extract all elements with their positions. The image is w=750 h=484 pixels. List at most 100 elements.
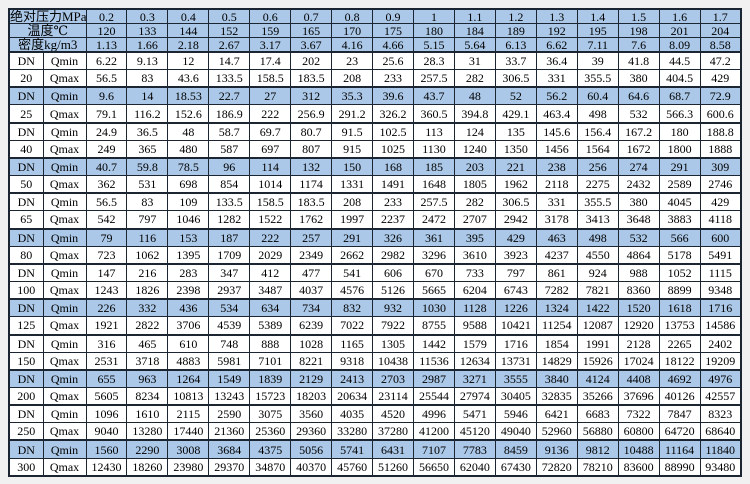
qmin-value: 24.9 <box>85 121 128 141</box>
qmax-value: 2746 <box>699 175 742 194</box>
qmax-value: 1456 <box>535 139 578 159</box>
qmax-value: 183.5 <box>290 69 333 88</box>
qmax-value: 5491 <box>699 245 742 265</box>
qmax-value: 1800 <box>658 139 701 159</box>
qmax-value: 9318 <box>331 351 374 371</box>
dn-size: 50 <box>8 175 44 194</box>
qmax-value: 249 <box>85 139 128 159</box>
qmax-value: 60800 <box>617 422 660 441</box>
qmax-value: 17440 <box>167 422 210 441</box>
qmin-value: 203 <box>453 156 496 177</box>
qmin-value: 7783 <box>453 439 496 459</box>
qmin-value: 3560 <box>290 404 333 424</box>
qmax-label: Qmax <box>42 386 87 406</box>
qmin-value: 861 <box>535 262 578 283</box>
pressure-value: 0.4 <box>167 8 210 24</box>
qmax-value: 11254 <box>535 316 578 335</box>
qmax-label: Qmax <box>42 245 87 265</box>
qmin-value: 463 <box>535 227 578 247</box>
qmax-value: 7282 <box>535 281 578 300</box>
qmin-value: 256 <box>576 156 619 177</box>
qmax-label: Qmax <box>42 69 87 88</box>
qmax-value: 256.9 <box>290 104 333 124</box>
qmax-value: 13731 <box>494 351 537 371</box>
qmax-value: 2942 <box>494 210 537 230</box>
dn-label: DN <box>8 86 44 106</box>
qmax-value: 4539 <box>208 316 251 335</box>
qmax-value: 40126 <box>658 386 701 406</box>
qmin-value: 185 <box>413 156 455 177</box>
qmin-value: 14.7 <box>208 51 251 71</box>
qmin-value: 113 <box>413 121 455 141</box>
qmax-value: 3718 <box>126 351 169 371</box>
qmin-value: 395 <box>453 227 496 247</box>
pressure-value: 0.5 <box>208 8 251 24</box>
qmax-label: Qmax <box>42 104 87 124</box>
dn40-qmin-row: DN Qmin 24.9 36.5 48 58.7 69.7 80.7 91.5 102.5 113… <box>8 121 742 141</box>
qmin-label: Qmin <box>42 227 87 247</box>
qmin-value: 257 <box>290 227 333 247</box>
pressure-value: 0.2 <box>85 8 128 24</box>
qmin-value: 1030 <box>413 298 455 318</box>
pressure-value: 0.3 <box>126 8 169 24</box>
qmax-label: Qmax <box>42 457 87 477</box>
qmin-value: 477 <box>290 262 333 283</box>
qmax-value: 72820 <box>535 457 578 477</box>
dn150-qmin-row: DN Qmin 316 465 610 748 888 1028 1165 1305 1442 157… <box>8 333 742 353</box>
qmax-value: 37280 <box>372 422 414 441</box>
pressure-value: 0.7 <box>290 8 333 24</box>
qmin-value: 48 <box>167 121 210 141</box>
qmin-value: 222 <box>249 227 292 247</box>
qmax-value: 306.5 <box>494 69 537 88</box>
density-value: 2.18 <box>167 37 210 53</box>
qmax-value: 1240 <box>453 139 496 159</box>
qmin-value: 1115 <box>699 262 742 283</box>
qmax-value: 208 <box>331 69 374 88</box>
dn200-qmin-row: DN Qmin 655 963 1264 1549 1839 2129 2413 2703 2987… <box>8 368 742 388</box>
qmax-value: 797 <box>126 210 169 230</box>
qmin-value: 145.6 <box>535 121 578 141</box>
qmin-value: 634 <box>249 298 292 318</box>
dn-size: 65 <box>8 210 44 230</box>
qmin-value: 226 <box>85 298 128 318</box>
table-header: 绝对压力MPa 0.2 0.3 0.4 0.5 0.6 0.7 0.8 0.9 1 1.1 1.2 1.… <box>8 8 742 53</box>
qmin-value: 326 <box>372 227 414 247</box>
qmin-value: 72.9 <box>699 86 742 106</box>
qmin-value: 132 <box>290 156 333 177</box>
qmax-value: 1826 <box>126 281 169 300</box>
qmax-value: 257.5 <box>413 69 455 88</box>
dn20-qmin-row: DN Qmin 6.22 9.13 12 14.7 17.4 202 23 25.6 28.3 31 3… <box>8 51 742 71</box>
qmin-value: 733 <box>453 262 496 283</box>
qmax-value: 2472 <box>413 210 455 230</box>
qmax-value: 15926 <box>576 351 619 371</box>
qmin-value: 9136 <box>535 439 578 459</box>
qmin-value: 1716 <box>494 333 537 353</box>
qmin-value: 309 <box>699 156 742 177</box>
dn80-qmax-row: 80 Qmax 723 1062 1395 1709 2029 2349 2662 2982 329… <box>8 245 742 265</box>
qmin-value: 498 <box>576 227 619 247</box>
qmin-value: 748 <box>208 333 251 353</box>
qmin-value: 68.7 <box>658 86 701 106</box>
qmax-value: 5126 <box>372 281 414 300</box>
qmax-value: 1062 <box>126 245 169 265</box>
qmax-value: 49040 <box>494 422 537 441</box>
qmax-value: 29360 <box>290 422 333 441</box>
qmax-value: 13753 <box>658 316 701 335</box>
qmin-value: 7322 <box>617 404 660 424</box>
qmin-value: 832 <box>331 298 374 318</box>
qmin-value: 64.6 <box>617 86 660 106</box>
density-value: 8.09 <box>658 37 701 53</box>
qmin-value: 924 <box>576 262 619 283</box>
qmax-value: 56.5 <box>85 69 128 88</box>
qmax-value: 5178 <box>658 245 701 265</box>
qmin-value: 109 <box>167 192 210 212</box>
qmin-value: 312 <box>290 86 333 106</box>
qmax-value: 222 <box>249 104 292 124</box>
qmin-value: 25.6 <box>372 51 414 71</box>
qmax-value: 4037 <box>290 281 333 300</box>
pressure-value: 1.3 <box>535 8 578 24</box>
qmin-value: 306.5 <box>494 192 537 212</box>
qmax-value: 9348 <box>699 281 742 300</box>
dn-label: DN <box>8 298 44 318</box>
qmin-value: 83 <box>126 192 169 212</box>
